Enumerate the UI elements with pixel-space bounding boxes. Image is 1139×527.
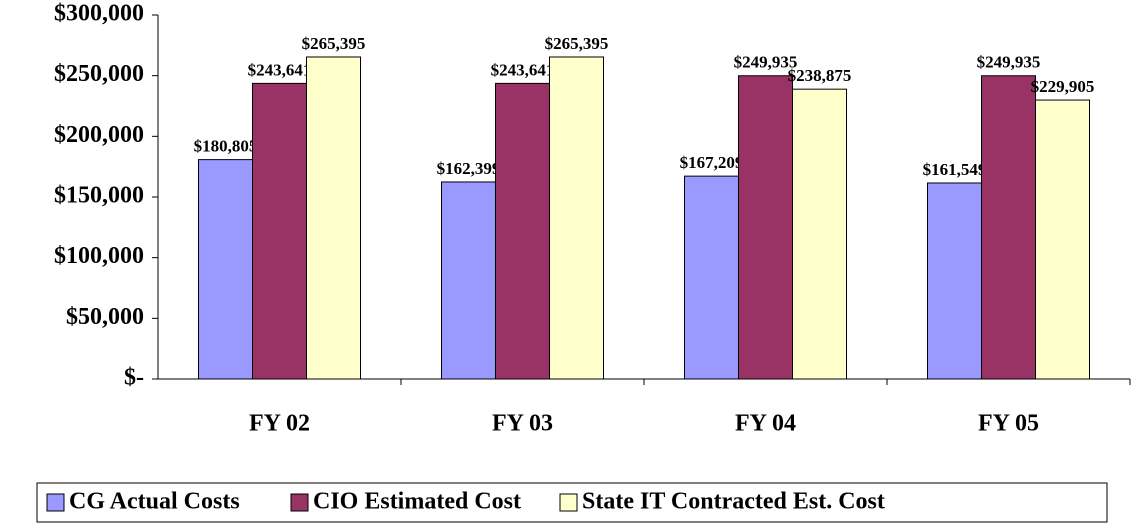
bar [252, 82, 307, 380]
legend-swatch [46, 493, 65, 512]
y-tick-label: $- [124, 365, 144, 391]
y-tick-label: $150,000 [54, 183, 144, 209]
bar [792, 88, 847, 380]
value-label: $167,209 [680, 153, 744, 172]
value-label: $162,399 [437, 159, 501, 178]
legend-swatch [290, 493, 309, 512]
value-label: $238,875 [788, 66, 852, 85]
value-label: $249,935 [977, 53, 1041, 72]
legend-label: CIO Estimated Cost [313, 489, 521, 515]
y-tick-label: $50,000 [66, 304, 144, 330]
bar [495, 82, 550, 380]
value-label: $265,395 [302, 34, 366, 53]
legend-label: CG Actual Costs [69, 489, 240, 515]
bar [684, 175, 739, 380]
value-label: $243,641 [491, 60, 555, 79]
value-label: $265,395 [545, 34, 609, 53]
y-tick-label: $100,000 [54, 243, 144, 269]
x-tick-label: FY 04 [735, 411, 796, 437]
y-tick-label: $300,000 [54, 1, 144, 27]
y-tick-label: $200,000 [54, 122, 144, 148]
bar [306, 56, 361, 380]
value-label: $161,549 [923, 160, 987, 179]
x-tick-label: FY 02 [249, 411, 310, 437]
bar [441, 181, 496, 380]
value-label: $229,905 [1031, 77, 1095, 96]
value-label: $249,935 [734, 53, 798, 72]
bar [981, 75, 1036, 380]
bar [927, 182, 982, 380]
bar [738, 75, 793, 380]
bar [549, 56, 604, 380]
legend-label: State IT Contracted Est. Cost [582, 489, 885, 515]
bar [1035, 99, 1090, 380]
x-tick-label: FY 03 [492, 411, 553, 437]
value-label: $243,641 [248, 60, 312, 79]
bar [198, 159, 253, 380]
value-label: $180,805 [194, 137, 258, 156]
legend-swatch [559, 493, 578, 512]
y-tick-label: $250,000 [54, 61, 144, 87]
x-tick-label: FY 05 [978, 411, 1039, 437]
